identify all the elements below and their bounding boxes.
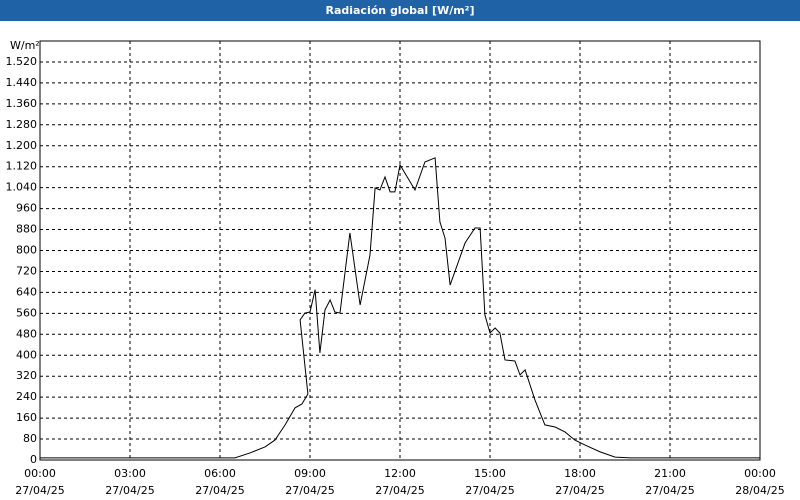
- y-tick-label: 320: [16, 369, 37, 382]
- x-tick-date: 27/04/25: [375, 484, 424, 497]
- y-tick-label: 240: [16, 390, 37, 403]
- y-tick-label: 1.360: [6, 97, 38, 110]
- x-tick-label: 06:00: [204, 467, 236, 480]
- title-bar: Radiación global [W/m²]: [0, 0, 800, 21]
- y-tick-label: 80: [23, 432, 37, 445]
- y-tick-label: 560: [16, 306, 37, 319]
- y-tick-label: 1.040: [6, 181, 38, 194]
- y-tick-label: 720: [16, 264, 37, 277]
- y-tick-label: 800: [16, 244, 37, 257]
- chart-title: Radiación global [W/m²]: [325, 4, 475, 17]
- y-tick-label: 160: [16, 411, 37, 424]
- x-tick-label: 18:00: [564, 467, 596, 480]
- x-tick-date: 27/04/25: [195, 484, 244, 497]
- x-tick-date: 27/04/25: [645, 484, 694, 497]
- y-tick-label: 1.120: [6, 160, 38, 173]
- x-tick-label: 15:00: [474, 467, 506, 480]
- y-tick-label: 960: [16, 202, 37, 215]
- y-axis-label: W/m²: [10, 39, 40, 52]
- y-tick-label: 640: [16, 285, 37, 298]
- x-tick-label: 12:00: [384, 467, 416, 480]
- x-tick-label: 09:00: [294, 467, 326, 480]
- x-tick-label: 03:00: [114, 467, 146, 480]
- x-tick-date: 27/04/25: [555, 484, 604, 497]
- data-line: [40, 157, 760, 459]
- y-tick-label: 1.200: [6, 139, 38, 152]
- x-tick-label: 00:00: [744, 467, 776, 480]
- x-tick-date: 27/04/25: [15, 484, 64, 497]
- x-tick-date: 27/04/25: [285, 484, 334, 497]
- y-tick-label: 400: [16, 348, 37, 361]
- y-tick-label: 1.520: [6, 55, 38, 68]
- y-tick-label: 480: [16, 327, 37, 340]
- x-tick-label: 21:00: [654, 467, 686, 480]
- x-tick-date: 28/04/25: [735, 484, 784, 497]
- x-tick-date: 27/04/25: [105, 484, 154, 497]
- y-tick-label: 880: [16, 223, 37, 236]
- x-tick-label: 00:00: [24, 467, 56, 480]
- y-tick-label: 0: [30, 453, 37, 466]
- y-tick-label: 1.280: [6, 118, 38, 131]
- y-tick-label: 1.440: [6, 76, 38, 89]
- plot-frame: [39, 40, 761, 461]
- x-tick-date: 27/04/25: [465, 484, 514, 497]
